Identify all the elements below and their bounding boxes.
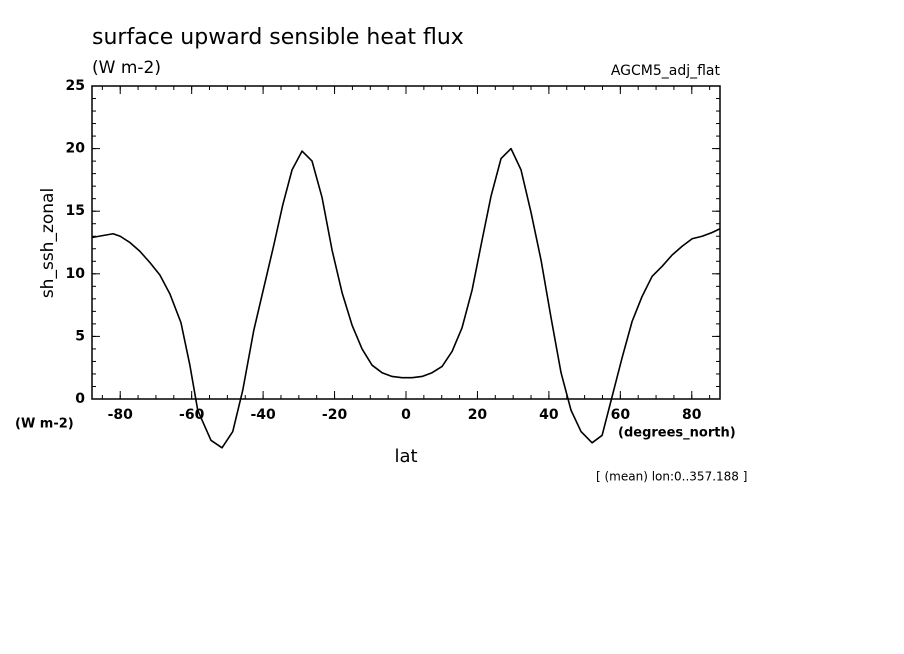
annotation: [ (mean) lon:0..357.188 ] bbox=[596, 470, 747, 484]
x-tick-label: -60 bbox=[179, 407, 205, 423]
y-tick-label: 20 bbox=[66, 141, 86, 157]
y-tick-label: 0 bbox=[75, 391, 85, 407]
x-tick-label: -40 bbox=[250, 407, 276, 423]
data-line bbox=[91, 147, 721, 449]
y-tick-label: 15 bbox=[66, 203, 85, 219]
plot-frame bbox=[91, 85, 721, 400]
y-units: (W m-2) bbox=[15, 417, 74, 432]
x-tick-label: 60 bbox=[611, 407, 631, 423]
y-tick-label: 25 bbox=[66, 78, 85, 94]
experiment-label: AGCM5_adj_flat bbox=[611, 63, 721, 79]
y-tick-label: 10 bbox=[66, 266, 86, 282]
x-tick-label: 0 bbox=[401, 407, 411, 423]
y-axis-label: sh_ssh_zonal bbox=[38, 188, 58, 298]
chart-title: surface upward sensible heat flux bbox=[92, 25, 464, 50]
y-tick-label: 5 bbox=[75, 328, 85, 344]
x-axis-label: lat bbox=[394, 446, 417, 467]
x-tick-label: 20 bbox=[468, 407, 488, 423]
x-tick-label: -80 bbox=[108, 407, 134, 423]
x-tick-label: 80 bbox=[682, 407, 702, 423]
x-tick-label: 40 bbox=[539, 407, 559, 423]
x-tick-label: -20 bbox=[322, 407, 348, 423]
chart-subtitle: (W m-2) bbox=[92, 58, 161, 78]
x-units: (degrees_north) bbox=[618, 426, 736, 441]
